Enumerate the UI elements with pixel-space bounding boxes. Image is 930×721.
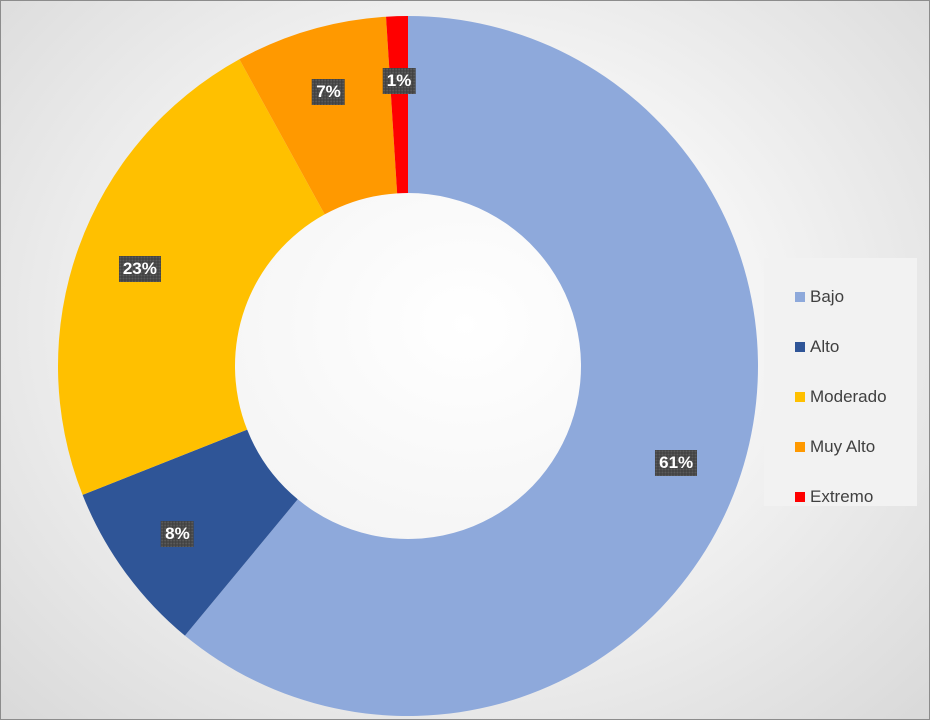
legend-label-extremo: Extremo <box>810 487 874 506</box>
legend-label-muy-alto: Muy Alto <box>810 437 876 456</box>
legend-item-muy-alto: Muy Alto <box>764 422 917 472</box>
legend-swatch-moderado <box>795 392 805 402</box>
slice-bajo <box>184 16 759 716</box>
legend-item-moderado: Moderado <box>764 372 917 422</box>
legend-item-extremo: Extremo <box>764 472 917 522</box>
data-label-muy-alto: 7% <box>312 79 345 106</box>
legend-item-bajo: Bajo <box>764 272 917 322</box>
slice-extremo <box>386 16 408 194</box>
legend-label-moderado: Moderado <box>810 387 887 406</box>
slice-muy-alto <box>239 16 398 215</box>
legend: Bajo Alto Moderado Muy Alto Extremo <box>764 258 917 506</box>
data-label-alto: 8% <box>161 520 194 547</box>
legend-label-bajo: Bajo <box>810 287 845 306</box>
legend-label-alto: Alto <box>810 337 840 356</box>
legend-item-alto: Alto <box>764 322 917 372</box>
legend-swatch-extremo <box>795 492 805 502</box>
legend-swatch-muy-alto <box>795 442 805 452</box>
data-label-bajo: 61% <box>655 449 698 476</box>
data-label-moderado: 23% <box>118 256 161 283</box>
legend-swatch-alto <box>795 342 805 352</box>
legend-swatch-bajo <box>795 292 805 302</box>
data-label-extremo: 1% <box>382 68 416 95</box>
slice-moderado <box>57 59 325 495</box>
